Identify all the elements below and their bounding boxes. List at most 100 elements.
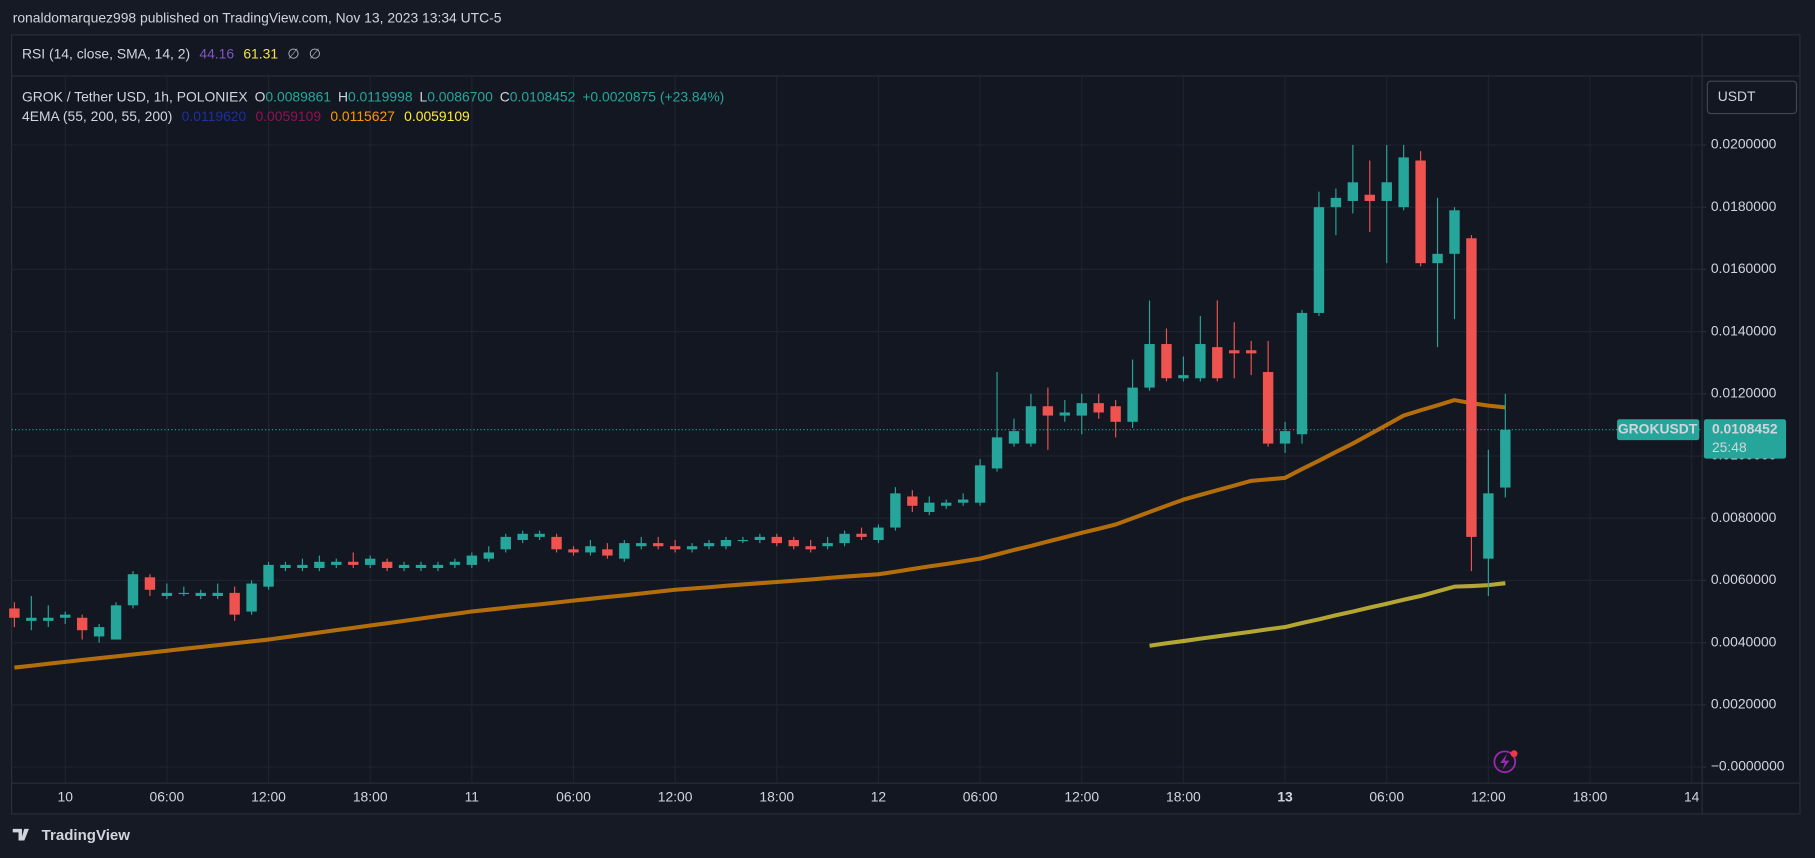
- currency-box[interactable]: [1706, 80, 1798, 115]
- candle-body: [720, 540, 732, 547]
- symbol-legend: GROK / Tether USD, 1h, POLONIEX O0.008986…: [22, 88, 724, 104]
- candle-body: [195, 592, 206, 596]
- candle-body: [924, 502, 935, 513]
- candle-body: [805, 546, 816, 550]
- x-tick-label: 06:00: [556, 788, 591, 804]
- footer-logo: [12, 828, 29, 841]
- candle-body: [1449, 210, 1460, 254]
- chart-frame: [10, 34, 1801, 815]
- indicator-value: 0.0059109: [404, 108, 470, 124]
- y-tick-label: −0.0000000: [1711, 758, 1785, 774]
- candle-body: [1059, 412, 1071, 416]
- y-tick-label: 0.0180000: [1711, 198, 1777, 214]
- price-tag: GROKUSDT 0.0108452 25:48: [1617, 419, 1787, 459]
- candle-body: [1093, 403, 1104, 413]
- y-tick-label: 0.0160000: [1711, 260, 1777, 276]
- candle-body: [636, 543, 647, 547]
- x-tick-label: 18:00: [1166, 788, 1201, 804]
- x-tick-label: 06:00: [1369, 788, 1404, 804]
- countdown: 25:48: [1712, 439, 1747, 455]
- candle-body: [941, 502, 952, 506]
- symbol-tag-box: [1617, 419, 1700, 441]
- ema-line: [1149, 581, 1506, 648]
- candle-body: [110, 605, 122, 640]
- candle-body: [263, 564, 274, 587]
- candle-body: [890, 493, 901, 528]
- logo-dot: [23, 829, 28, 834]
- candle-body: [432, 564, 444, 568]
- candle-body: [1364, 194, 1375, 201]
- change: +0.0020875 (+23.84%): [582, 88, 724, 104]
- candle-body: [9, 608, 20, 618]
- candle-body: [364, 558, 376, 565]
- ohlc-value: 0.0089861: [265, 88, 331, 104]
- alert-icon[interactable]: [1493, 750, 1518, 774]
- candle-body: [26, 617, 37, 621]
- x-tick-label: 06:00: [150, 788, 185, 804]
- candle-body: [1025, 406, 1037, 444]
- candle-body: [500, 536, 511, 550]
- icon-ring: [1493, 750, 1517, 774]
- candle-body: [703, 543, 715, 547]
- candle-body: [1296, 312, 1308, 435]
- candle-body: [348, 561, 359, 565]
- axes: −0.0000000 0.0020000 0.0040000 0.0060000 0.0…: [58, 136, 1785, 805]
- symbol-name: GROK / Tether USD, 1h, POLONIEX: [22, 88, 248, 104]
- indicator-value: 0.0115627: [330, 108, 395, 124]
- candle-body: [974, 465, 986, 503]
- candle-body: [1262, 372, 1274, 444]
- candle-body: [212, 592, 223, 596]
- candle-body: [60, 614, 71, 618]
- ohlc-key: L: [420, 88, 428, 104]
- candle-body: [737, 540, 749, 542]
- candle-body: [280, 564, 291, 568]
- rsi-value: 44.16: [199, 45, 234, 61]
- currency[interactable]: USDT: [1718, 88, 1756, 104]
- candle-body: [822, 543, 833, 547]
- candle-body: [1279, 431, 1291, 444]
- candle-body: [907, 496, 918, 506]
- x-tick-label: 06:00: [963, 788, 998, 804]
- candle-body: [178, 592, 190, 595]
- candle-body: [1432, 253, 1443, 264]
- candle-body: [1245, 350, 1257, 354]
- y-tick-label: 0.0140000: [1711, 322, 1777, 338]
- ema-line: [14, 398, 1506, 670]
- x-tick-label: 18:00: [1573, 788, 1608, 804]
- candle-body: [1195, 344, 1206, 379]
- x-tick-label: 14: [1684, 788, 1700, 804]
- x-tick-label: 12: [871, 788, 887, 804]
- header: ronaldomarquez998 published on TradingVi…: [13, 9, 502, 25]
- candle-body: [466, 555, 478, 565]
- x-tick-label: 18:00: [759, 788, 794, 804]
- candle-body: [1212, 347, 1223, 379]
- icon-dot: [1510, 750, 1518, 758]
- candle-body: [127, 574, 139, 606]
- candle-body: [957, 499, 969, 503]
- y-tick-label: 0.0060000: [1711, 571, 1777, 587]
- candle-body: [1398, 157, 1409, 208]
- candle-body: [1313, 207, 1325, 313]
- rsi-label: RSI (14, close, SMA, 14, 2): [22, 45, 190, 61]
- candle-body: [1127, 387, 1138, 422]
- x-tick-label: 10: [58, 788, 74, 804]
- candle-body: [314, 561, 325, 568]
- candle-body: [652, 543, 664, 547]
- candle-body: [1008, 431, 1020, 444]
- ohlc-value: 0.0119998: [348, 88, 413, 104]
- candle-body: [585, 546, 596, 553]
- candle-body: [381, 561, 393, 568]
- candle-body: [686, 546, 698, 550]
- ohlc-key: C: [500, 88, 510, 104]
- candle-body: [788, 540, 799, 547]
- candle-body: [1381, 182, 1392, 201]
- x-tick-label: 12:00: [1471, 788, 1506, 804]
- x-tick-label: 12:00: [658, 788, 693, 804]
- candle-body: [856, 533, 867, 537]
- candle-body: [76, 617, 88, 631]
- rsi-legend: RSI (14, close, SMA, 14, 2) 44.16 61.31 ∅ ∅: [22, 45, 321, 61]
- candle-body: [1466, 238, 1477, 537]
- candle-body: [1144, 344, 1155, 388]
- y-tick-label: 0.0200000: [1711, 136, 1777, 152]
